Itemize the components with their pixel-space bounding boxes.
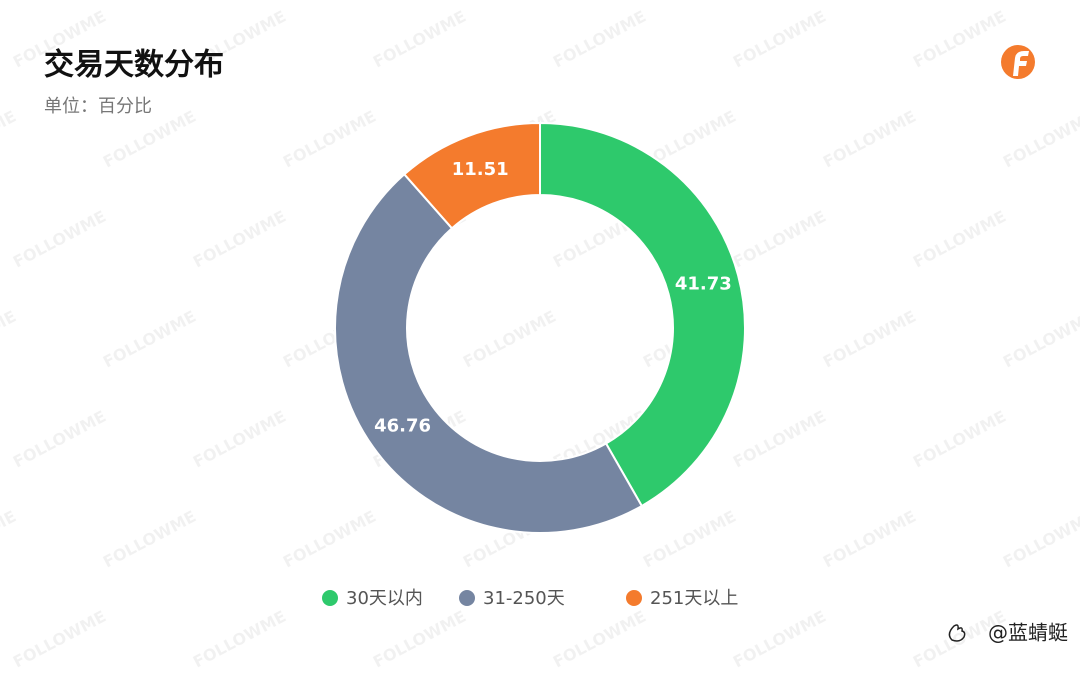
watermark: FOLLOWME [100, 507, 199, 572]
legend-label: 251天以上 [650, 588, 738, 609]
watermark: FOLLOWME [730, 407, 829, 472]
watermark: FOLLOWME [1000, 507, 1080, 572]
watermark: FOLLOWME [1000, 107, 1080, 172]
logo [1001, 45, 1035, 79]
data-label: 41.73 [675, 274, 732, 295]
legend-marker [459, 590, 475, 606]
watermark: FOLLOWME [10, 207, 109, 272]
watermark: FOLLOWME [640, 507, 739, 572]
legend-marker [626, 590, 642, 606]
watermark: FOLLOWME [730, 207, 829, 272]
weibo-icon [948, 624, 966, 642]
watermark: FOLLOWME [0, 307, 19, 372]
watermark: FOLLOWME [280, 107, 379, 172]
watermark: FOLLOWME [0, 107, 19, 172]
watermark: FOLLOWME [460, 307, 559, 372]
watermark: FOLLOWME [190, 207, 289, 272]
watermark: FOLLOWME [730, 607, 829, 672]
legend-label: 30天以内 [346, 588, 423, 609]
watermark: FOLLOWME [730, 7, 829, 72]
watermark: FOLLOWME [10, 607, 109, 672]
watermark: FOLLOWME [100, 307, 199, 372]
watermark: FOLLOWME [370, 7, 469, 72]
watermark: FOLLOWME [820, 107, 919, 172]
logo-f [1013, 51, 1029, 76]
watermark: FOLLOWME [190, 607, 289, 672]
watermark: FOLLOWME [820, 507, 919, 572]
watermark: FOLLOWME [820, 307, 919, 372]
legend-label: 31-250天 [483, 588, 565, 609]
watermark: FOLLOWME [1000, 307, 1080, 372]
chart-subtitle: 单位：百分比 [44, 96, 152, 117]
watermark: FOLLOWME [550, 607, 649, 672]
watermark: FOLLOWME [910, 207, 1009, 272]
legend-marker [322, 590, 338, 606]
donut-slice [539, 121, 746, 508]
watermark: FOLLOWME [910, 407, 1009, 472]
watermark: FOLLOWME [280, 507, 379, 572]
watermark: FOLLOWME [550, 7, 649, 72]
watermark: FOLLOWME [0, 507, 19, 572]
watermarks: FOLLOWME FOLLOWME FOLLOWME FOLLOWME FOLLOWME… [0, 7, 1080, 672]
donut-slice [334, 172, 644, 535]
watermark: FOLLOWME [10, 407, 109, 472]
donut-slice [402, 121, 541, 230]
chart-title: 交易天数分布 [44, 48, 224, 83]
data-label: 11.51 [452, 159, 509, 180]
watermark: FOLLOWME [190, 407, 289, 472]
watermark: FOLLOWME [910, 7, 1009, 72]
watermark: FOLLOWME [370, 607, 469, 672]
data-label: 46.76 [374, 415, 431, 436]
signature: @蓝蜻蜓 [988, 621, 1068, 645]
